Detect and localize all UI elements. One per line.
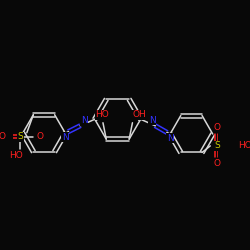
Text: O: O — [0, 132, 6, 141]
Text: O: O — [213, 160, 220, 168]
Text: N: N — [167, 134, 173, 142]
Text: N: N — [81, 116, 87, 126]
Text: N: N — [149, 116, 156, 124]
Text: O: O — [36, 132, 44, 141]
Text: O: O — [213, 124, 220, 132]
Text: HO: HO — [95, 110, 109, 119]
Text: N: N — [62, 133, 69, 142]
Text: HO: HO — [238, 142, 250, 150]
Text: HO: HO — [9, 151, 22, 160]
Text: S: S — [18, 132, 23, 141]
Text: S: S — [214, 142, 220, 150]
Text: OH: OH — [132, 110, 146, 119]
